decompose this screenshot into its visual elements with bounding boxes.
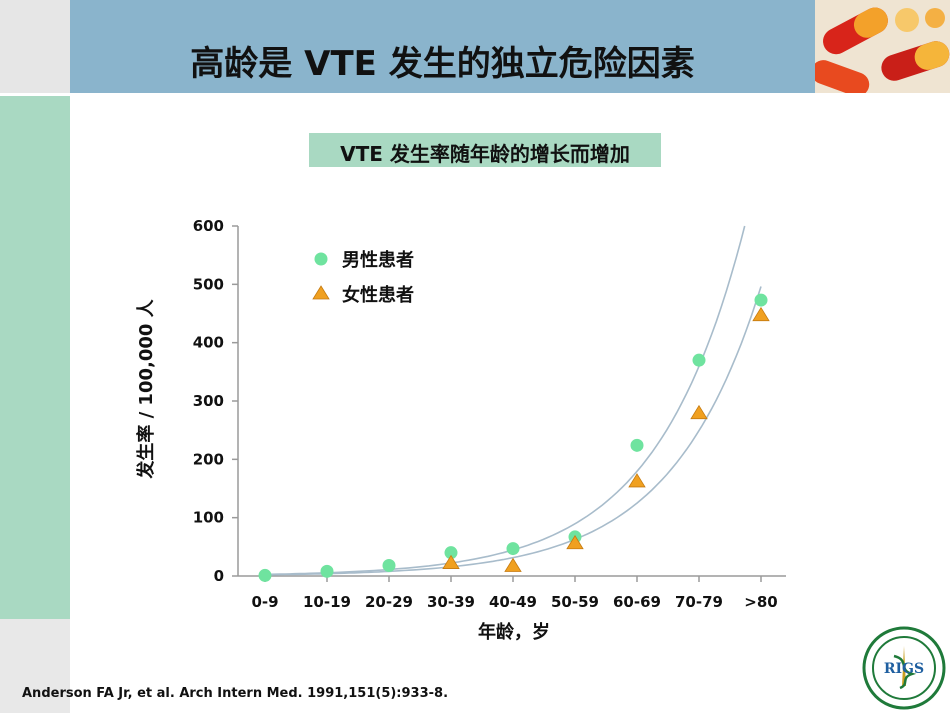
y-tick-label: 0: [214, 567, 224, 585]
trend-lines: [264, 225, 762, 576]
header-corner-panel: [0, 0, 70, 93]
female-data-point: [504, 557, 522, 572]
citation: Anderson FA Jr, et al. Arch Intern Med. …: [22, 686, 449, 701]
trend-line-2: [265, 286, 762, 576]
female-data-point: [752, 306, 770, 322]
chart-title-box: [309, 133, 661, 167]
male-data-point: [258, 568, 272, 582]
female-data-point: [442, 554, 460, 569]
x-tick-label: 40-49: [489, 593, 537, 611]
header-divider: [0, 93, 950, 96]
male-data-point: [754, 293, 768, 307]
slide-title: 高龄是 VTE 发生的独立危险因素: [190, 44, 695, 84]
rigs-logo: RIGS: [862, 626, 946, 710]
male-data-point: [320, 564, 334, 578]
x-tick-label: 30-39: [427, 593, 475, 611]
female-data-point: [628, 473, 646, 488]
capsules-photo: [815, 0, 950, 93]
male-data-point: [692, 353, 706, 367]
y-tick-label: 600: [193, 217, 224, 235]
left-bottom-panel: [0, 619, 70, 713]
female-data-point: [690, 404, 708, 420]
male-data-point: [630, 438, 644, 452]
legend-female-marker: [312, 285, 330, 300]
x-tick-label: 50-59: [551, 593, 599, 611]
header-band: [70, 0, 815, 93]
female-data-point: [566, 534, 584, 550]
trend-line-1: [264, 225, 746, 576]
chart-axes: [237, 226, 786, 577]
chart-points: [258, 293, 770, 582]
y-tick-label: 100: [193, 509, 224, 527]
male-data-point: [382, 559, 396, 572]
y-tick-label: 200: [193, 450, 224, 468]
x-axis-title: 年龄，岁: [478, 621, 550, 643]
x-tick-label: 70-79: [675, 593, 723, 611]
left-accent-strip: [0, 96, 70, 619]
y-tick-label: 300: [193, 392, 224, 410]
male-data-point: [444, 546, 458, 560]
logo-text: RIGS: [884, 661, 924, 677]
y-tick-label: 500: [193, 275, 224, 293]
x-tick-label: >80: [744, 593, 777, 611]
x-tick-label: 10-19: [303, 593, 351, 611]
y-axis-title: 发生率 / 100,000 人: [135, 298, 157, 479]
y-tick-label: 400: [193, 334, 224, 352]
x-tick-label: 60-69: [613, 593, 661, 611]
legend-label: 女性患者: [342, 284, 414, 306]
chart-ticks: 0 100 200 300 400 500 600 0-9 10-19 20-29 30-39 40-…: [193, 217, 778, 611]
legend-label: 男性患者: [342, 249, 414, 271]
legend-male-marker: [314, 252, 328, 266]
male-data-point: [506, 542, 520, 556]
chart-title: VTE 发生率随年龄的增长而增加: [340, 142, 630, 166]
x-tick-label: 0-9: [251, 593, 278, 611]
x-tick-label: 20-29: [365, 593, 413, 611]
